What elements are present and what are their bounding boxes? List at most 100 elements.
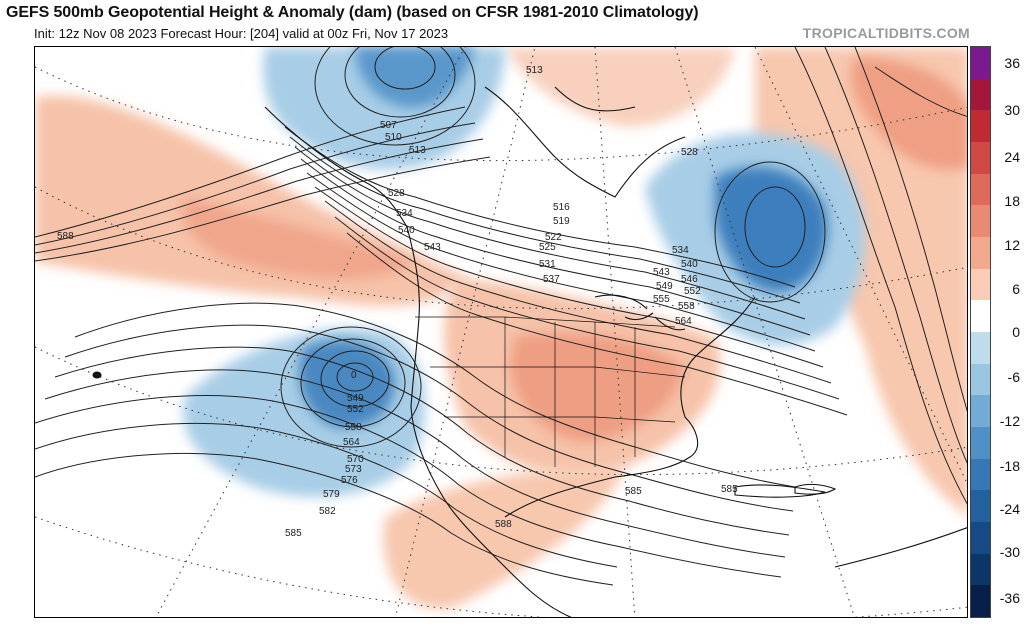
- warm-anomaly-mexico: [383, 467, 625, 609]
- contour-label: 585: [285, 528, 302, 539]
- canada-arctic: [484, 86, 686, 198]
- south-america-coast: [834, 527, 967, 568]
- colorbar-segment: [971, 458, 990, 491]
- contour-label: 552: [347, 404, 364, 415]
- colorbar-segment: [971, 236, 990, 269]
- contour-label: 582: [319, 506, 336, 517]
- contour-label: 522: [545, 232, 562, 243]
- contour-label: 588: [57, 231, 74, 242]
- contour-label: 549: [656, 281, 673, 292]
- us-state-borders: [415, 316, 686, 467]
- init-forecast-info: Init: 12z Nov 08 2023 Forecast Hour: [20…: [34, 26, 449, 41]
- map-panel: 513 507 510 513 528 534 540 543 516 519 …: [34, 46, 968, 618]
- contour-label: 516: [553, 202, 570, 213]
- contour-label: 519: [553, 216, 570, 227]
- colorbar-tick-label: -30: [999, 544, 1020, 560]
- colorbar-tick-label: -36: [999, 590, 1020, 606]
- contour-label: 528: [388, 188, 405, 199]
- contour-label: 564: [343, 437, 360, 448]
- colorbar-segment: [971, 553, 990, 586]
- contour-label: 534: [672, 245, 689, 256]
- contour-labels: 513 507 510 513 528 534 540 543 516 519 …: [57, 65, 738, 539]
- contour-label: 528: [681, 147, 698, 158]
- contour-label: 540: [681, 259, 698, 270]
- colorbar-tick-label: 24: [1004, 149, 1020, 165]
- colorbar-segment: [971, 205, 990, 237]
- contour-label: 525: [539, 242, 556, 253]
- contour-label: 579: [323, 489, 340, 500]
- hispaniola: [794, 483, 837, 495]
- contour-label: 531: [539, 259, 556, 270]
- contour-label: 543: [424, 242, 441, 253]
- colorbar-segment: [971, 331, 990, 364]
- contour-label: 510: [385, 132, 402, 143]
- contour-label: 570: [347, 454, 364, 465]
- colorbar-segment: [971, 395, 990, 427]
- contour-label: 555: [653, 294, 670, 305]
- colorbar-tick-label: 30: [1004, 102, 1020, 118]
- contour-label: 585: [625, 486, 642, 497]
- contour-label: 564: [675, 316, 692, 327]
- coastlines: [92, 86, 967, 617]
- contour-label: 513: [409, 145, 426, 156]
- warm-anomaly-atlantic-core: [851, 57, 967, 170]
- contour-label: 588: [495, 519, 512, 530]
- colorbar-segment: [971, 363, 990, 396]
- contour-label: 549: [347, 393, 364, 404]
- cold-anomaly-bering-core: [355, 47, 475, 108]
- colorbar-segment: [971, 521, 990, 554]
- colorbar-segment: [971, 490, 990, 522]
- hawaii: [92, 371, 102, 379]
- colorbar-tick-label: -24: [999, 501, 1020, 517]
- colorbar-tick-label: 6: [1012, 281, 1020, 297]
- contour-label: 546: [681, 274, 698, 285]
- contour-label: 513: [526, 65, 543, 76]
- cold-anomaly-west-coast-low-core: [299, 340, 396, 428]
- gulf-coast: [504, 296, 756, 518]
- colorbar-tick-label: 18: [1004, 193, 1020, 209]
- colorbar: [970, 46, 991, 618]
- warm-anomaly-north-pacific-core: [182, 197, 415, 279]
- colorbar-tick-label: 0: [1012, 324, 1020, 340]
- header: GEFS 500mb Geopotential Height & Anomaly…: [0, 0, 1024, 46]
- colorbar-tick-label: 12: [1004, 237, 1020, 253]
- contour-label: 576: [341, 475, 358, 486]
- contour-label: 558: [678, 301, 695, 312]
- colorbar-tick-label: -6: [1007, 369, 1020, 385]
- contour-label: 543: [653, 267, 670, 278]
- colorbar-segment: [971, 426, 990, 459]
- map-svg: 513 507 510 513 528 534 540 543 516 519 …: [35, 47, 967, 617]
- contour-label: 537: [543, 274, 560, 285]
- cold-anomaly-labrador-core: [715, 167, 828, 292]
- contour-label: 507: [380, 120, 397, 131]
- cuba: [734, 484, 826, 498]
- colorbar-segment: [971, 141, 990, 174]
- brand-watermark[interactable]: TROPICALTIDBITS.COM: [802, 25, 970, 41]
- colorbar-segment: [971, 300, 990, 332]
- colorbar-segment: [971, 268, 990, 301]
- anomaly-shading: [35, 47, 967, 609]
- colorbar-segment: [971, 110, 990, 142]
- chart-title: GEFS 500mb Geopotential Height & Anomaly…: [6, 4, 699, 21]
- contour-label: 552: [684, 286, 701, 297]
- colorbar-segment: [971, 47, 990, 79]
- contour-label: 534: [396, 208, 413, 219]
- contour-label: 558: [345, 422, 362, 433]
- colorbar-tick-label: -18: [999, 458, 1020, 474]
- warm-anomaly-arctic: [505, 47, 735, 127]
- contour-label: 540: [398, 225, 415, 236]
- colorbar-segment: [971, 78, 990, 111]
- low-center-label: 0: [351, 370, 357, 381]
- contour-label: 585: [721, 484, 738, 495]
- colorbar-tick-label: 36: [1004, 55, 1020, 71]
- colorbar-tick-label: -12: [999, 413, 1020, 429]
- warm-anomaly-us-core: [510, 333, 685, 442]
- north-america-west-coast: [264, 106, 572, 617]
- colorbar-segment: [971, 173, 990, 206]
- colorbar-labels: 36 30 24 18 12 6 0 -6 -12 -18 -24 -30 -36: [996, 46, 1024, 618]
- height-contours: [35, 47, 967, 586]
- contour-label: 573: [345, 464, 362, 475]
- colorbar-segment: [971, 585, 990, 617]
- great-lakes: [594, 294, 686, 331]
- lat-lon-grid: [35, 47, 967, 617]
